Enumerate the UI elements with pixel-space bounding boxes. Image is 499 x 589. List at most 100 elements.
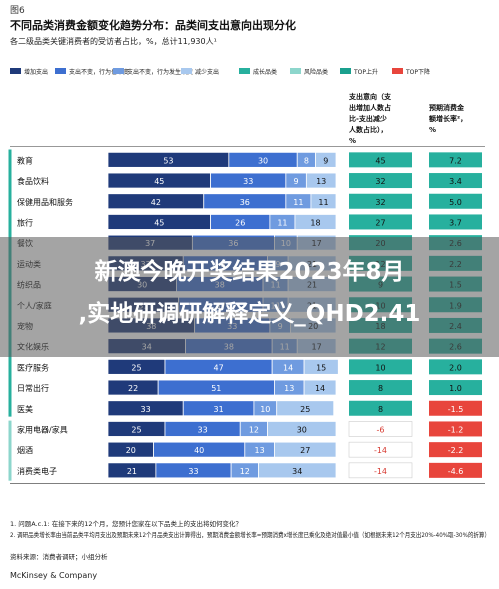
bar-value-label: 30 <box>258 156 268 165</box>
bar-segment <box>303 358 339 375</box>
bar-value-label: 10 <box>260 405 270 414</box>
footnote-2: 2. 调研品类增长率由当前品类平均月支出及预期未来12个月品类支出计算得出，预期… <box>10 530 490 539</box>
net-intent-cell <box>349 400 412 416</box>
chart-subtitle: 各二级品类关键消费者的受访者占比，%，总计11,930人¹ <box>10 36 217 46</box>
bar-value-label: 33 <box>141 405 151 414</box>
growth-cell <box>429 359 482 375</box>
legend-swatch <box>55 68 66 74</box>
column-headers: 支出意向（支 出增加人数占 比-支出减少 人数占比）， % 预期消费金 额增长率… <box>348 92 470 145</box>
watermark-overlay: 新澳今晚开奖结果2023年8月 ,实地研调研解释定义_QHD2.41 <box>0 237 499 357</box>
growth-cell <box>429 214 482 230</box>
legend-swatch <box>10 68 21 74</box>
net-intent-cell <box>349 173 412 189</box>
bar-value-label: 33 <box>198 425 208 434</box>
growth-value: 5.0 <box>449 198 462 207</box>
growth-cell <box>429 380 482 396</box>
bar-value-label: 22 <box>128 384 138 393</box>
bar-value-label: 51 <box>211 384 221 393</box>
net-intent-cell <box>349 359 412 375</box>
net-intent-value: 10 <box>375 363 385 372</box>
chart-title: 不同品类消费金额变化趋势分布：品类间支出意向出现分化 <box>10 18 296 32</box>
growth-value: -1.5 <box>448 405 464 414</box>
growth-header: 预期消费金 额增长率²， % <box>428 103 470 134</box>
bar-value-label: 11 <box>277 218 287 227</box>
bar-value-label: 20 <box>126 446 136 455</box>
net-intent-cell <box>349 380 412 396</box>
footnote-1: 1. 问题A.c.1: 在接下来的12个月，您预计您家在以下品类上的支出将如何变… <box>10 519 242 528</box>
net-intent-value: -14 <box>374 467 387 476</box>
legend-swatch <box>340 68 351 74</box>
bar-segment <box>310 193 337 210</box>
bar-value-label: 36 <box>240 198 250 207</box>
bar-value-label: 13 <box>284 384 294 393</box>
category-label: 医疗服务 <box>17 362 49 372</box>
legend-label: 减少支出 <box>195 68 219 76</box>
legend-label: TOP下降 <box>405 68 430 76</box>
footnote-3: 资料来源：消费者调研；小组分析 <box>10 552 108 561</box>
net-intent-value: 8 <box>378 384 383 393</box>
net-intent-value: 8 <box>378 405 383 414</box>
bar-value-label: 45 <box>154 177 164 186</box>
bar-value-label: 33 <box>188 467 198 476</box>
bar-value-label: 26 <box>235 218 245 227</box>
net-intent-cell <box>349 193 412 209</box>
net-intent-cell <box>349 214 412 230</box>
growth-value: 2.0 <box>449 363 462 372</box>
growth-value: -1.2 <box>448 425 464 434</box>
category-label: 烟酒 <box>17 446 33 455</box>
bar-value-label: 11 <box>318 198 328 207</box>
bar-value-label: 34 <box>292 467 302 476</box>
bar-segment <box>276 400 335 417</box>
overlay-band <box>0 237 499 357</box>
bar-value-label: 11 <box>293 198 303 207</box>
bar-value-label: 27 <box>300 446 310 455</box>
net-intent-cell <box>348 441 413 458</box>
legend-swatch <box>392 68 403 74</box>
growth-cell <box>429 193 482 209</box>
legend-label: 增加支出 <box>24 68 48 76</box>
growth-value: -2.2 <box>448 446 464 455</box>
bar-value-label: 53 <box>163 156 173 165</box>
net-intent-value: -6 <box>377 425 385 434</box>
bar-value-label: 40 <box>194 446 204 455</box>
category-label: 消费类电子 <box>17 466 57 476</box>
category-label: 旅行 <box>17 217 33 227</box>
bar-value-label: 25 <box>131 363 141 372</box>
net-intent-cell <box>349 152 412 168</box>
legend-label: TOP上升 <box>353 68 378 76</box>
net-intent-header: 支出意向（支 出增加人数占 比-支出减少 人数占比）， % <box>348 92 393 145</box>
category-label: 家用电器/家具 <box>17 424 68 434</box>
overlay-line-1: 新澳今晚开奖结果2023年8月 <box>94 258 404 285</box>
growth-cell <box>429 400 482 416</box>
legend-label: 支出不变，行为也不变 <box>69 68 129 76</box>
bar-segment <box>294 214 337 230</box>
bar-value-label: 25 <box>131 425 141 434</box>
bar-segment <box>258 462 337 479</box>
bar-value-label: 13 <box>316 177 326 186</box>
category-label: 保健用品和服务 <box>17 197 73 207</box>
legend-label: 成长品类 <box>253 68 277 76</box>
bar-value-label: 13 <box>255 446 265 455</box>
bar-segment <box>274 441 337 458</box>
bar-value-label: 31 <box>213 405 223 414</box>
bar-value-label: 18 <box>310 218 320 227</box>
growth-cell <box>429 462 482 478</box>
category-label: 教育 <box>17 155 33 165</box>
bar-value-label: 47 <box>213 363 223 372</box>
net-intent-value: 27 <box>375 218 385 227</box>
net-intent-value: -14 <box>374 446 387 455</box>
bar-value-label: 8 <box>304 156 309 165</box>
growth-value: 3.7 <box>449 218 462 227</box>
legend-label: 风险品类 <box>304 68 328 76</box>
growth-value: 1.0 <box>449 384 462 393</box>
net-intent-value: 32 <box>375 198 385 207</box>
bar-value-label: 9 <box>323 156 328 165</box>
legend-swatch <box>239 68 250 74</box>
source-brand: McKinsey & Company <box>10 571 97 580</box>
bar-value-label: 33 <box>243 177 253 186</box>
bar-segment <box>315 151 337 168</box>
growth-cell <box>429 421 482 437</box>
net-intent-cell <box>348 421 413 437</box>
